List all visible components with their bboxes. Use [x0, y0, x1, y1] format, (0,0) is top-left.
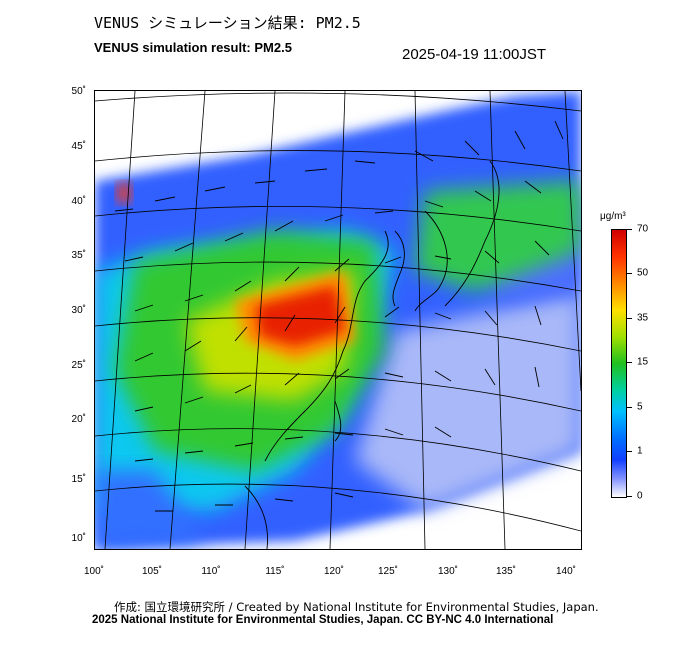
wind-vectors	[114, 120, 564, 512]
lon-label: 130˚	[437, 566, 459, 577]
lon-label: 110˚	[201, 566, 221, 577]
lon-label: 105˚	[141, 566, 163, 577]
colorbar-tick	[627, 451, 632, 452]
lon-label: 135˚	[495, 566, 517, 577]
map-canvas	[95, 91, 581, 549]
colorbar-tick	[627, 318, 632, 319]
colorbar-label: 70	[637, 223, 649, 235]
colorbar-label: 15	[637, 356, 649, 368]
colorbar-label: 0	[637, 490, 643, 502]
lon-label: 140˚	[555, 566, 577, 577]
lon-label: 125˚	[377, 566, 399, 577]
lat-label: 30˚	[71, 305, 86, 316]
timestamp: 2025-04-19 11:00JST	[402, 46, 546, 63]
colorbar-unit: μg/m³	[600, 211, 626, 222]
colorbar-tick	[627, 273, 632, 274]
colorbar-tick	[627, 362, 632, 363]
lat-label: 25˚	[71, 360, 86, 371]
lat-label: 10˚	[71, 533, 86, 544]
lon-label: 115˚	[265, 566, 285, 577]
colorbar	[611, 229, 627, 498]
colorbar-label: 35	[637, 312, 649, 324]
lat-label: 35˚	[71, 250, 86, 261]
pm25-map	[94, 90, 582, 550]
title-english: VENUS simulation result: PM2.5	[94, 40, 292, 55]
lon-label: 100˚	[83, 566, 105, 577]
colorbar-tick	[627, 407, 632, 408]
colorbar-label: 50	[637, 267, 649, 279]
lat-label: 50˚	[71, 86, 86, 97]
lat-label: 45˚	[71, 141, 86, 152]
colorbar-tick	[627, 229, 632, 230]
colorbar-label: 1	[637, 445, 643, 457]
concentration-field	[95, 91, 581, 549]
colorbar-label: 5	[637, 401, 643, 413]
lat-label: 20˚	[71, 414, 86, 425]
credit-line-1: 作成: 国立環境研究所 / Created by National Instit…	[114, 600, 599, 614]
graticule	[95, 91, 581, 549]
lat-label: 40˚	[71, 196, 86, 207]
lon-label: 120˚	[323, 566, 345, 577]
lat-label: 15˚	[71, 474, 86, 485]
coastlines	[244, 160, 500, 549]
title-japanese: VENUS シミュレーション結果: PM2.5	[94, 14, 361, 32]
credit-line-2: 2025 National Institute for Environmenta…	[92, 614, 554, 626]
colorbar-tick	[627, 496, 632, 497]
